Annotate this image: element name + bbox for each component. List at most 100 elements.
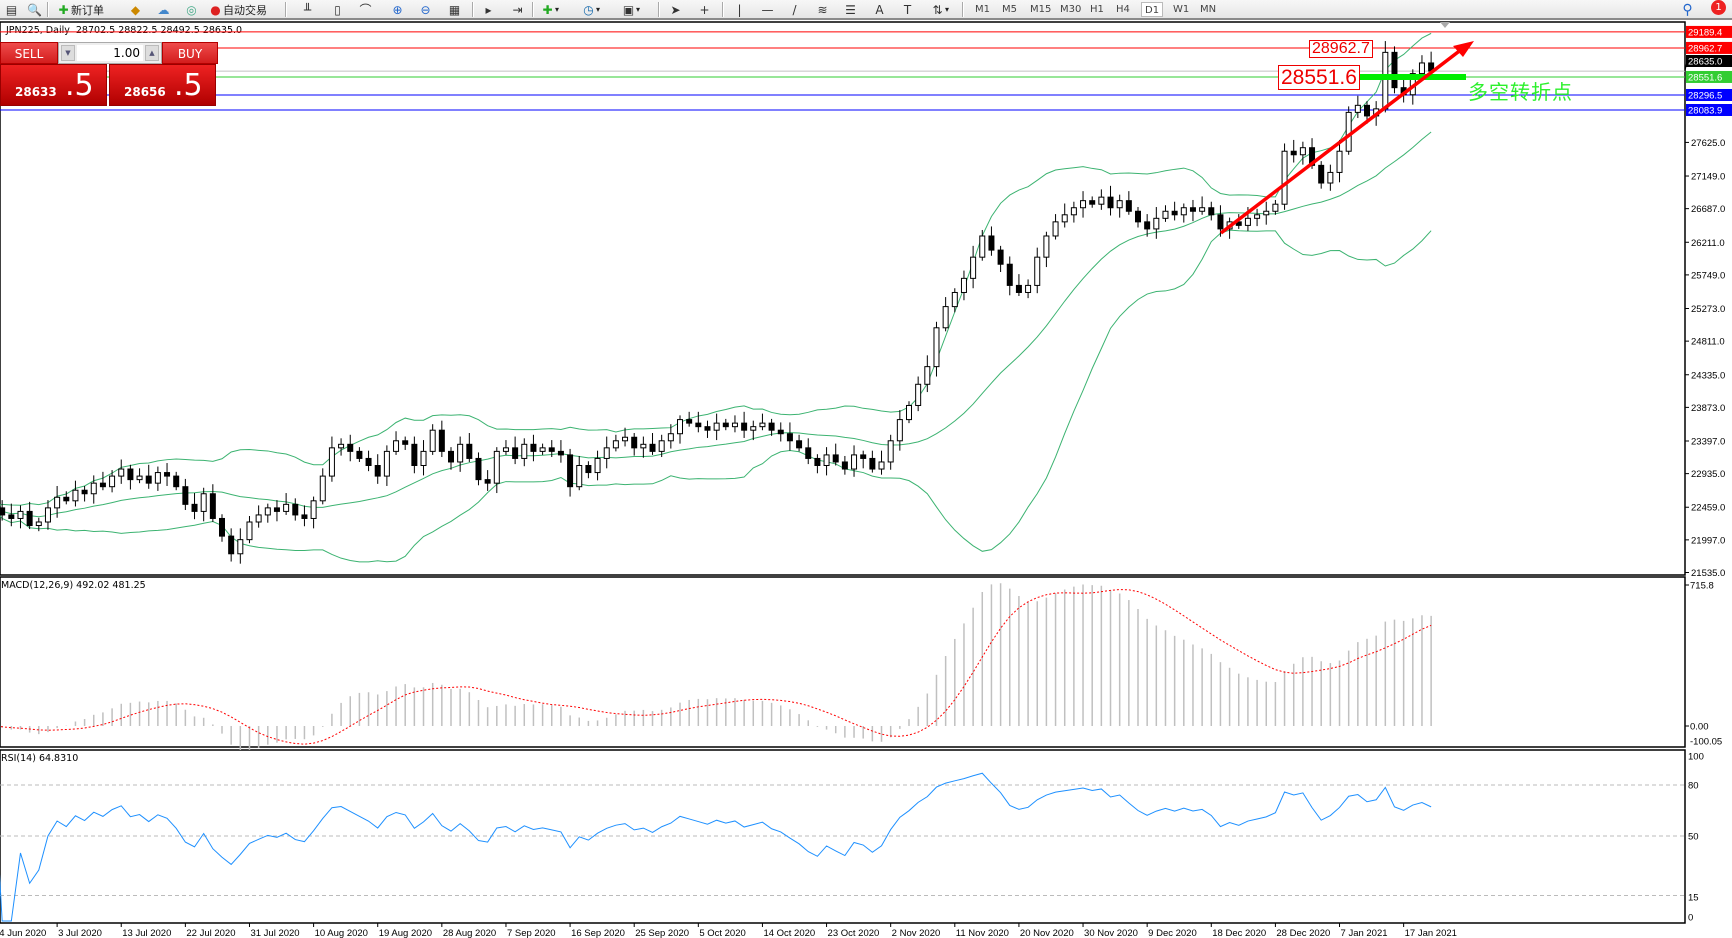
bearish-candle[interactable]	[530, 443, 537, 452]
pivot-annotation[interactable]: 28551.6	[1278, 65, 1360, 90]
bullish-candle[interactable]	[310, 500, 317, 519]
bullish-candle[interactable]	[1345, 111, 1352, 152]
buy-button[interactable]: BUY	[162, 42, 218, 64]
bullish-candle[interactable]	[1281, 150, 1288, 205]
line-chart-button[interactable]: ⌒	[358, 1, 373, 18]
chart-shift-marker[interactable]	[1440, 22, 1450, 28]
bullish-candle[interactable]	[420, 450, 427, 467]
bullish-candle[interactable]	[612, 440, 619, 449]
bearish-candle[interactable]	[1189, 207, 1196, 212]
bearish-candle[interactable]	[786, 433, 793, 442]
bullish-candle[interactable]	[1418, 62, 1425, 75]
bullish-candle[interactable]	[1070, 207, 1077, 216]
bearish-candle[interactable]	[1089, 200, 1096, 205]
bearish-candle[interactable]	[695, 422, 702, 428]
bearish-candle[interactable]	[448, 450, 454, 463]
bullish-candle[interactable]	[896, 419, 903, 442]
timeframe-mn[interactable]: MN	[1200, 4, 1217, 15]
lot-size-stepper[interactable]: ▼ 1.00 ▲	[58, 42, 162, 64]
bullish-candle[interactable]	[979, 235, 986, 258]
bullish-candle[interactable]	[1263, 210, 1270, 216]
bearish-candle[interactable]	[777, 429, 784, 435]
bullish-candle[interactable]	[594, 457, 601, 474]
sell-price[interactable]: 28633 .5	[0, 64, 107, 106]
zoom-in-button[interactable]: ⊕	[390, 1, 405, 18]
text-label-button[interactable]: T	[900, 1, 915, 18]
bearish-candle[interactable]	[301, 514, 308, 519]
bearish-candle[interactable]	[548, 447, 555, 452]
bearish-candle[interactable]	[1364, 104, 1370, 117]
timeframe-w1[interactable]: W1	[1173, 4, 1190, 15]
bullish-candle[interactable]	[393, 440, 400, 452]
chevron-down-icon[interactable]: ▾	[636, 5, 641, 14]
bearish-candle[interactable]	[484, 479, 491, 484]
bullish-candle[interactable]	[539, 447, 546, 452]
bearish-candle[interactable]	[438, 429, 445, 452]
bearish-candle[interactable]	[1208, 207, 1215, 216]
bullish-candle[interactable]	[338, 443, 345, 449]
navigator-button[interactable]: ☁	[156, 1, 171, 18]
bullish-candle[interactable]	[933, 327, 940, 368]
bullish-candle[interactable]	[658, 440, 665, 452]
bullish-candle[interactable]	[750, 426, 757, 431]
vertical-line-button[interactable]: |	[732, 1, 747, 18]
pivot-text[interactable]: 多空转折点	[1468, 80, 1573, 104]
bullish-candle[interactable]	[383, 450, 390, 477]
bullish-candle[interactable]	[1025, 284, 1032, 293]
bullish-candle[interactable]	[118, 468, 125, 477]
terminal-button[interactable]: ◎	[184, 1, 199, 18]
bullish-candle[interactable]	[1043, 235, 1050, 258]
bullish-candle[interactable]	[319, 475, 326, 502]
bullish-candle[interactable]	[35, 521, 42, 527]
bullish-candle[interactable]	[731, 422, 738, 428]
fibo-channel-button[interactable]: ≋	[815, 1, 830, 18]
bullish-candle[interactable]	[1061, 214, 1068, 223]
bearish-candle[interactable]	[173, 475, 180, 488]
bearish-candle[interactable]	[1144, 221, 1151, 230]
bullish-candle[interactable]	[713, 422, 720, 431]
lot-increase-icon[interactable]: ▲	[145, 45, 159, 61]
bearish-candle[interactable]	[1006, 263, 1013, 286]
bullish-candle[interactable]	[493, 450, 500, 484]
cursor-button[interactable]: ➤	[668, 1, 683, 18]
bullish-candle[interactable]	[1153, 217, 1160, 230]
bearish-candle[interactable]	[722, 422, 729, 428]
crosshair-button[interactable]: +	[697, 1, 712, 18]
search-button[interactable]: ⚲	[1680, 1, 1695, 18]
bearish-candle[interactable]	[1318, 164, 1325, 184]
bearish-candle[interactable]	[81, 489, 88, 495]
bearish-candle[interactable]	[127, 468, 134, 481]
sell-button[interactable]: SELL	[0, 42, 58, 64]
resistance-annotation[interactable]: 28962.7	[1309, 40, 1373, 58]
bearish-candle[interactable]	[1171, 210, 1178, 216]
chevron-down-icon[interactable]: ▾	[945, 5, 950, 14]
bar-chart-button[interactable]: ╨	[300, 1, 315, 18]
bearish-candle[interactable]	[1125, 200, 1132, 212]
bearish-candle[interactable]	[988, 235, 995, 251]
bullish-candle[interactable]	[677, 419, 683, 435]
bullish-candle[interactable]	[1199, 207, 1206, 212]
periods-button[interactable]: ◷ ▾	[581, 1, 600, 18]
bearish-candle[interactable]	[273, 507, 280, 512]
bearish-candle[interactable]	[145, 475, 152, 484]
bullish-candle[interactable]	[521, 443, 528, 459]
bullish-candle[interactable]	[136, 475, 143, 481]
market-watch-button[interactable]: ◆	[128, 1, 143, 18]
bearish-candle[interactable]	[631, 436, 638, 449]
bullish-candle[interactable]	[264, 507, 271, 516]
bearish-candle[interactable]	[466, 443, 473, 459]
bearish-candle[interactable]	[814, 457, 821, 467]
bearish-candle[interactable]	[557, 450, 564, 456]
fibo-button[interactable]: ☰	[843, 1, 858, 18]
tile-windows-button[interactable]: ▦	[447, 1, 462, 18]
bullish-candle[interactable]	[72, 489, 79, 502]
chart-shift-button[interactable]: ⇥	[510, 1, 525, 18]
bearish-candle[interactable]	[841, 461, 848, 470]
bullish-candle[interactable]	[603, 447, 610, 459]
bearish-candle[interactable]	[869, 457, 876, 470]
bullish-candle[interactable]	[1098, 196, 1105, 205]
bearish-candle[interactable]	[219, 517, 225, 537]
bullish-candle[interactable]	[457, 443, 464, 463]
bullish-candle[interactable]	[283, 503, 290, 512]
